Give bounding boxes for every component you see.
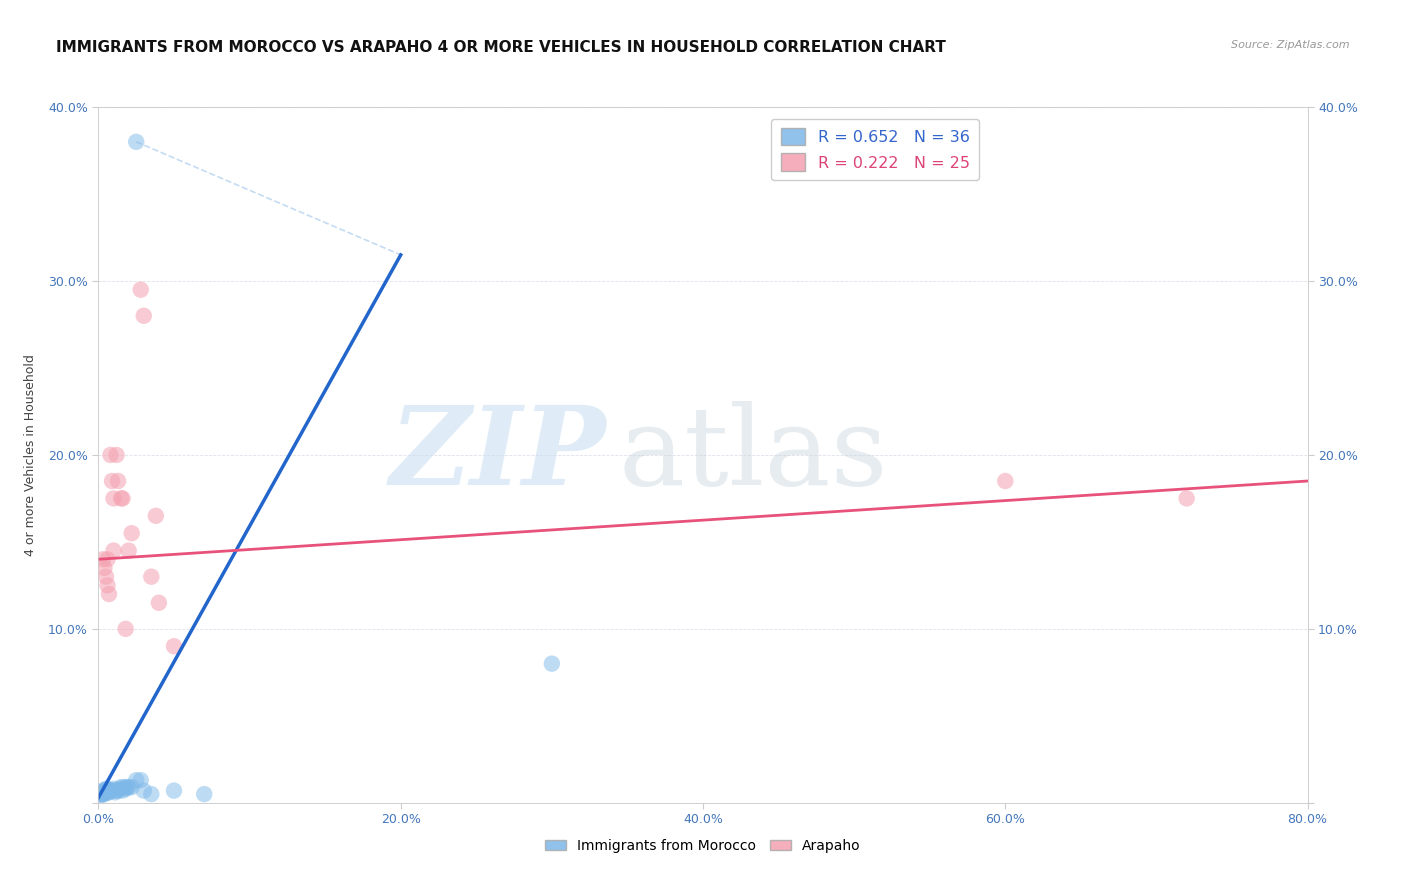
Point <box>114 622 136 636</box>
Point <box>90 787 112 801</box>
Point <box>100 448 122 462</box>
Point <box>90 785 112 799</box>
Point <box>98 783 121 797</box>
Point <box>103 491 125 506</box>
Point <box>94 781 117 796</box>
Point <box>145 508 167 523</box>
Point <box>193 787 215 801</box>
Point <box>540 657 562 671</box>
Point <box>91 552 114 566</box>
Point <box>110 491 132 506</box>
Point <box>110 780 132 794</box>
Point <box>104 785 127 799</box>
Point <box>89 789 111 803</box>
Point <box>98 587 121 601</box>
Point <box>129 283 152 297</box>
Point <box>108 781 131 796</box>
Point <box>994 474 1017 488</box>
Point <box>111 491 134 506</box>
Text: Source: ZipAtlas.com: Source: ZipAtlas.com <box>1232 40 1350 50</box>
Point <box>91 787 114 801</box>
Point <box>132 309 155 323</box>
Point <box>96 781 118 796</box>
Point <box>107 474 129 488</box>
Point <box>91 783 114 797</box>
Point <box>125 773 148 788</box>
Point <box>96 785 118 799</box>
Point <box>101 783 124 797</box>
Point <box>141 787 163 801</box>
Point <box>125 135 148 149</box>
Y-axis label: 4 or more Vehicles in Household: 4 or more Vehicles in Household <box>24 354 37 556</box>
Point <box>89 787 111 801</box>
Point <box>105 783 128 797</box>
Point <box>112 780 135 794</box>
Text: IMMIGRANTS FROM MOROCCO VS ARAPAHO 4 OR MORE VEHICLES IN HOUSEHOLD CORRELATION C: IMMIGRANTS FROM MOROCCO VS ARAPAHO 4 OR … <box>56 40 946 55</box>
Point <box>121 780 143 794</box>
Point <box>115 780 138 794</box>
Point <box>93 785 115 799</box>
Point <box>118 780 141 794</box>
Point <box>96 552 118 566</box>
Point <box>111 783 134 797</box>
Point <box>129 773 152 788</box>
Point <box>96 578 118 592</box>
Point <box>132 783 155 797</box>
Text: atlas: atlas <box>619 401 889 508</box>
Point <box>103 781 125 796</box>
Point <box>1175 491 1198 506</box>
Point <box>141 570 163 584</box>
Point <box>94 783 117 797</box>
Point <box>105 448 128 462</box>
Point <box>163 783 186 797</box>
Point <box>103 543 125 558</box>
Text: ZIP: ZIP <box>389 401 606 508</box>
Point <box>148 596 170 610</box>
Legend: Immigrants from Morocco, Arapaho: Immigrants from Morocco, Arapaho <box>540 833 866 858</box>
Point <box>107 783 129 797</box>
Point <box>93 787 115 801</box>
Point <box>101 474 124 488</box>
Point <box>94 570 117 584</box>
Point <box>100 783 122 797</box>
Point <box>118 543 141 558</box>
Point <box>114 781 136 796</box>
Point <box>93 561 115 575</box>
Point <box>121 526 143 541</box>
Point <box>163 639 186 653</box>
Point <box>98 785 121 799</box>
